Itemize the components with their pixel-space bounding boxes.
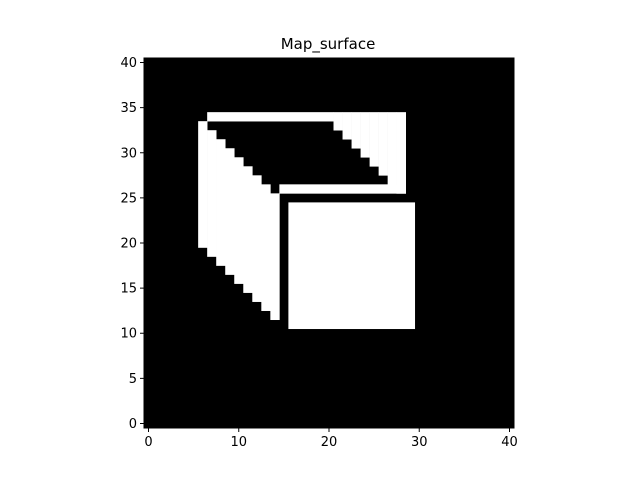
x-tick-label: 10 xyxy=(230,435,247,450)
plot-area xyxy=(143,57,515,429)
heatmap-cell-block-20 xyxy=(396,184,406,194)
x-tick-label: 20 xyxy=(321,435,338,450)
heatmap-cell-block-18 xyxy=(270,193,280,321)
heatmap-cell-block-17 xyxy=(261,184,271,311)
heatmap-cell-block-10 xyxy=(198,121,208,248)
heatmap-cell-block-3 xyxy=(342,112,352,140)
heatmap-cell-block-0 xyxy=(288,202,416,330)
heatmap-cell-block-8 xyxy=(387,112,397,185)
heatmap-cell-block-1 xyxy=(207,112,334,122)
heatmap-cell-block-9 xyxy=(396,112,406,194)
y-tick-label: 10 xyxy=(120,327,137,342)
x-axis: 0 10 20 30 40 xyxy=(144,428,518,450)
heatmap-cell-block-16 xyxy=(252,175,262,302)
heatmap-cell-block-7 xyxy=(378,112,388,176)
heatmap-cell-block-13 xyxy=(225,148,235,275)
heatmap-cell-block-12 xyxy=(216,139,226,266)
y-tick-label: 35 xyxy=(120,101,137,116)
heatmap-cell-block-14 xyxy=(234,157,244,284)
y-tick-label: 40 xyxy=(120,56,137,71)
heatmap-cell-block-2 xyxy=(333,112,343,131)
y-tick-label: 5 xyxy=(129,372,137,387)
heatmap-cell-block-5 xyxy=(360,112,370,158)
x-tick-label: 40 xyxy=(501,435,518,450)
heatmap-cell-block-4 xyxy=(351,112,361,149)
y-tick-label: 25 xyxy=(120,191,137,206)
x-tick-label: 0 xyxy=(144,435,152,450)
x-tick-label: 30 xyxy=(411,435,428,450)
heatmap-cell-block-11 xyxy=(207,130,217,257)
y-tick-label: 15 xyxy=(120,282,137,297)
heatmap-cell-block-6 xyxy=(369,112,379,167)
y-tick-label: 0 xyxy=(129,417,137,432)
y-axis: 0 5 10 15 20 25 30 35 40 xyxy=(120,56,144,432)
y-tick-label: 20 xyxy=(120,237,137,252)
chart-title: Map_surface xyxy=(281,35,376,54)
heatmap-cell-block-15 xyxy=(243,166,253,293)
y-tick-label: 30 xyxy=(120,146,137,161)
heatmap-cell-block-19 xyxy=(279,184,397,194)
